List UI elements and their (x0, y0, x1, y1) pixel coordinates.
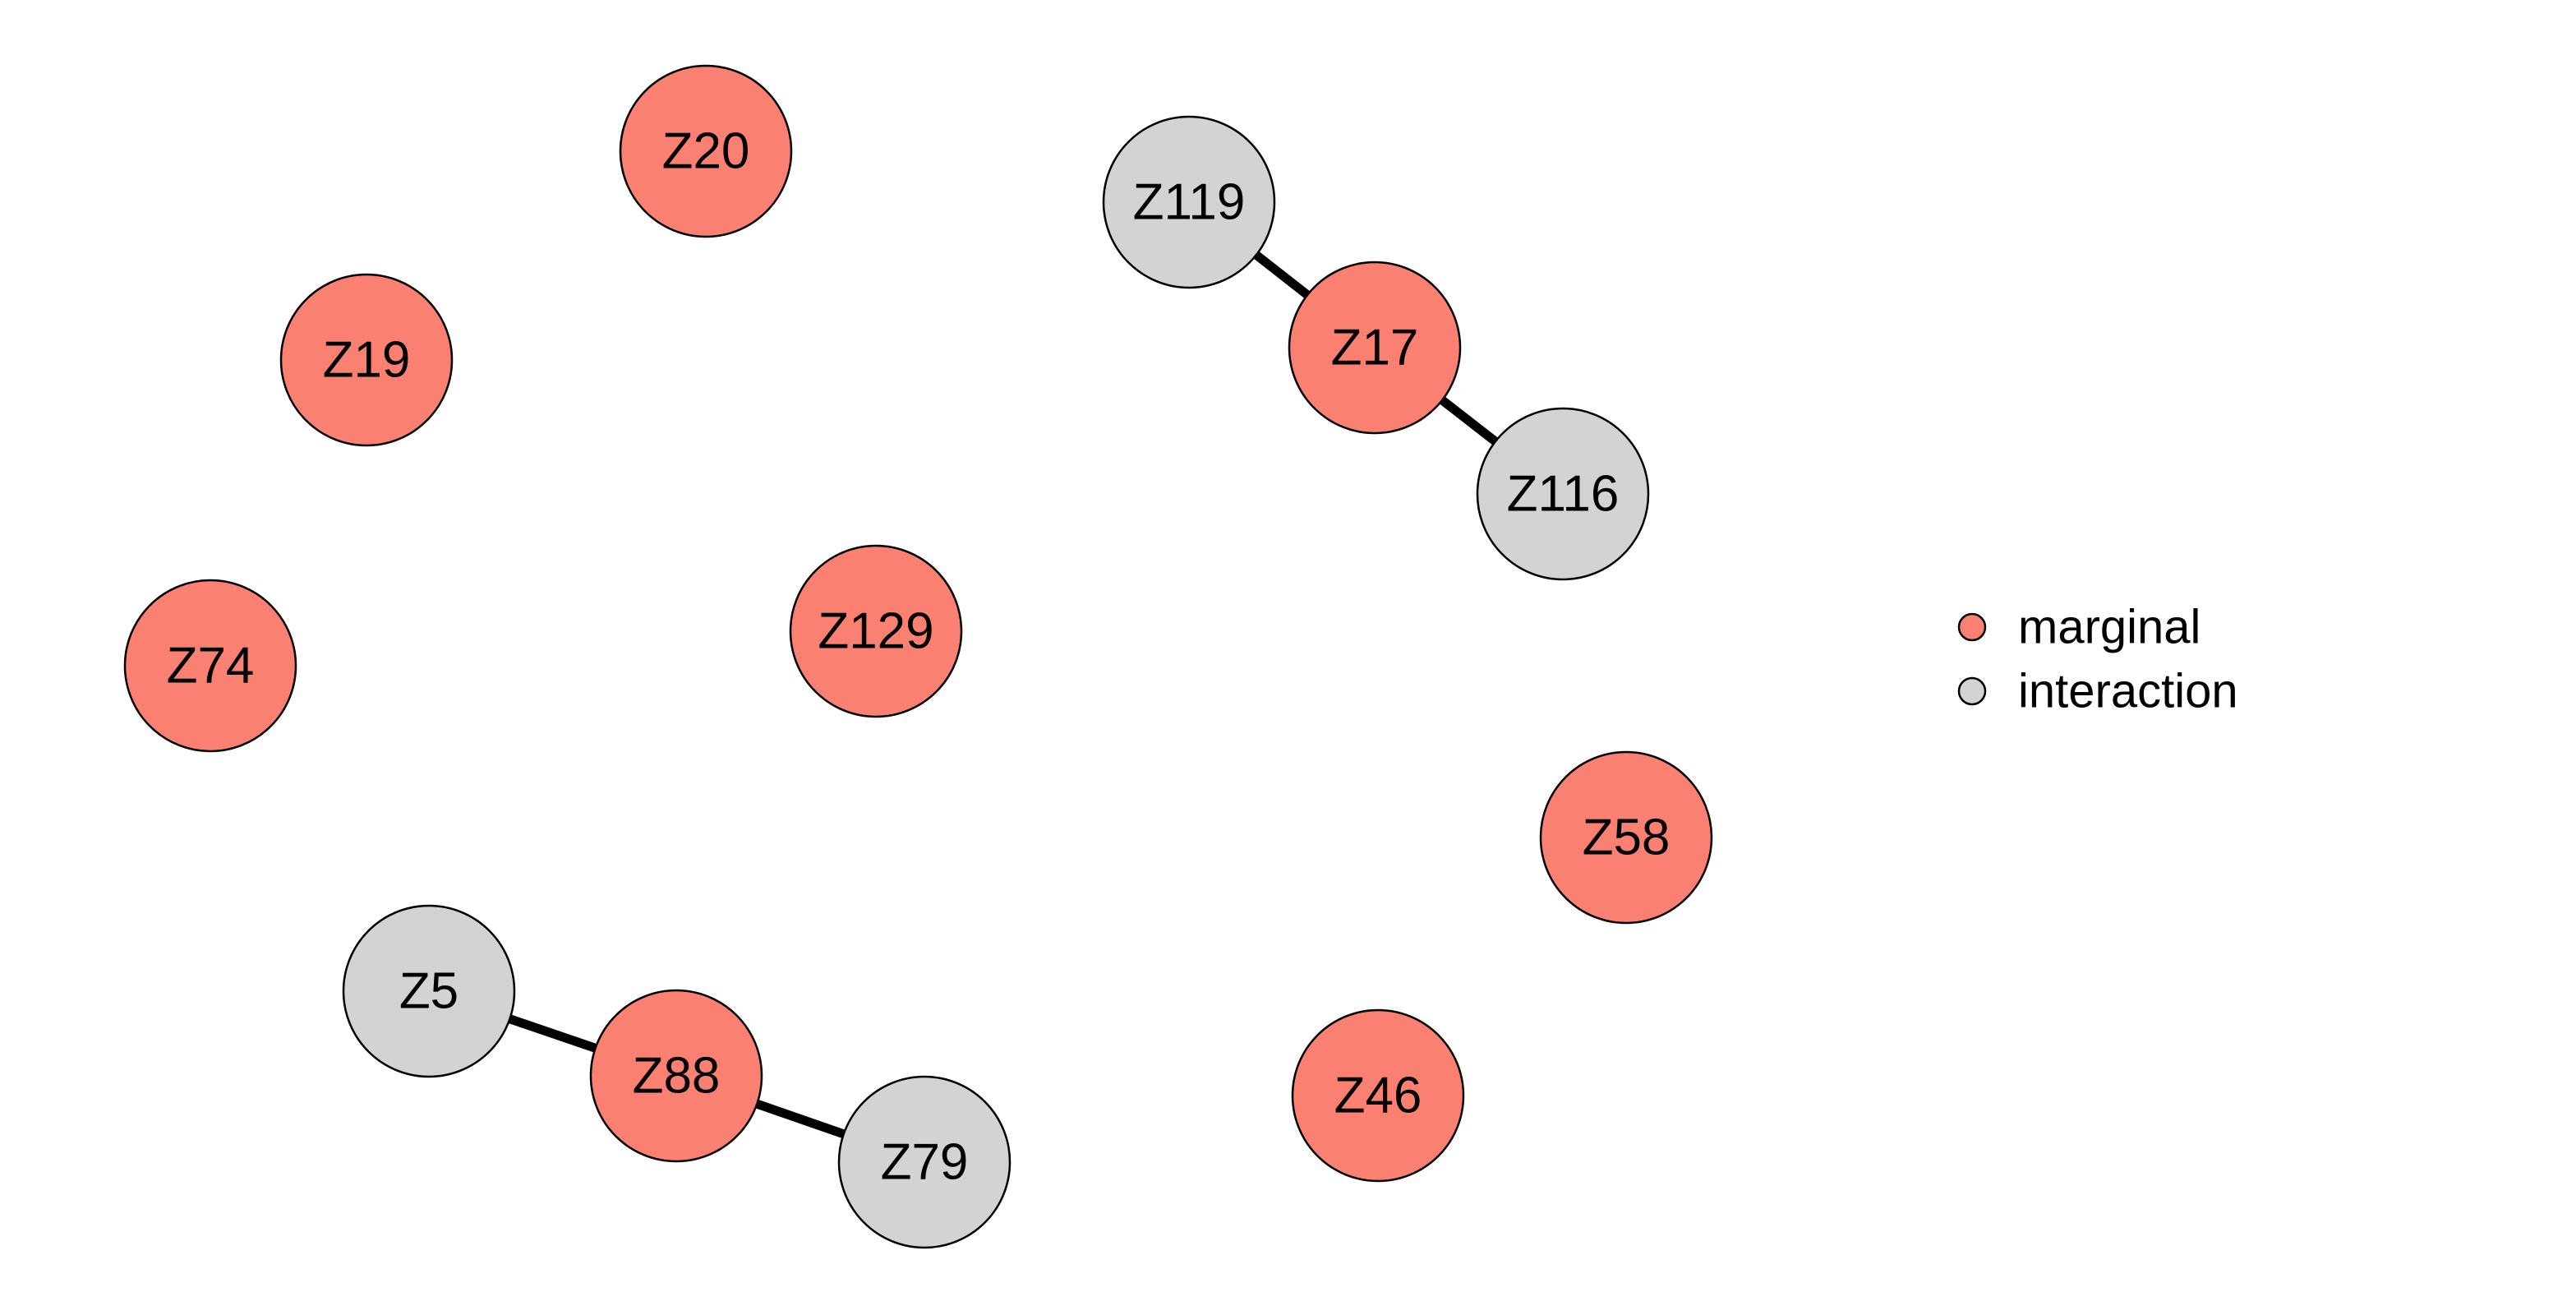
legend-swatch (1957, 612, 1987, 642)
node-label: Z88 (633, 1048, 721, 1105)
legend-item-interaction: interaction (1957, 665, 2238, 718)
legend-swatch (1957, 676, 1987, 706)
node-circle (1539, 750, 1713, 925)
node-z88: Z88 (589, 989, 763, 1163)
node-label: Z20 (662, 123, 750, 180)
node-label: Z5 (399, 963, 459, 1020)
node-label: Z17 (1331, 320, 1419, 376)
node-z119: Z119 (1102, 115, 1276, 289)
legend-label: interaction (2018, 665, 2238, 718)
node-circle (837, 1075, 1012, 1249)
node-z17: Z17 (1288, 261, 1462, 435)
node-label: Z119 (1133, 174, 1246, 231)
node-z19: Z19 (279, 273, 454, 447)
node-z116: Z116 (1476, 407, 1650, 581)
node-label: Z74 (167, 638, 255, 694)
node-label: Z19 (323, 332, 411, 389)
node-circle (1291, 1008, 1465, 1183)
node-circle (123, 579, 297, 753)
node-z79: Z79 (837, 1075, 1012, 1249)
node-circle (619, 64, 793, 238)
node-z74: Z74 (123, 579, 297, 753)
node-z46: Z46 (1291, 1008, 1465, 1183)
node-circle (279, 273, 454, 447)
node-circle (1476, 407, 1650, 581)
nodes-layer: Z20 Z119 Z19 Z17 Z116 Z74 Z129 Z58 Z5 Z88 Z46 Z79 (123, 64, 1713, 1249)
node-z58: Z58 (1539, 750, 1713, 925)
legend-label: marginal (2018, 601, 2200, 654)
node-circle (1102, 115, 1276, 289)
node-label: Z58 (1583, 810, 1670, 866)
node-z5: Z5 (342, 904, 516, 1078)
node-circle (589, 989, 763, 1163)
node-z129: Z129 (789, 544, 963, 718)
node-label: Z79 (881, 1134, 969, 1191)
node-circle (789, 544, 963, 718)
node-label: Z129 (818, 603, 933, 660)
node-circle (342, 904, 516, 1078)
legend-item-marginal: marginal (1957, 601, 2200, 654)
node-circle (1288, 261, 1462, 435)
node-z20: Z20 (619, 64, 793, 238)
legend: marginal interaction (1957, 601, 2238, 718)
node-label: Z46 (1334, 1068, 1422, 1124)
node-label: Z116 (1507, 466, 1620, 523)
